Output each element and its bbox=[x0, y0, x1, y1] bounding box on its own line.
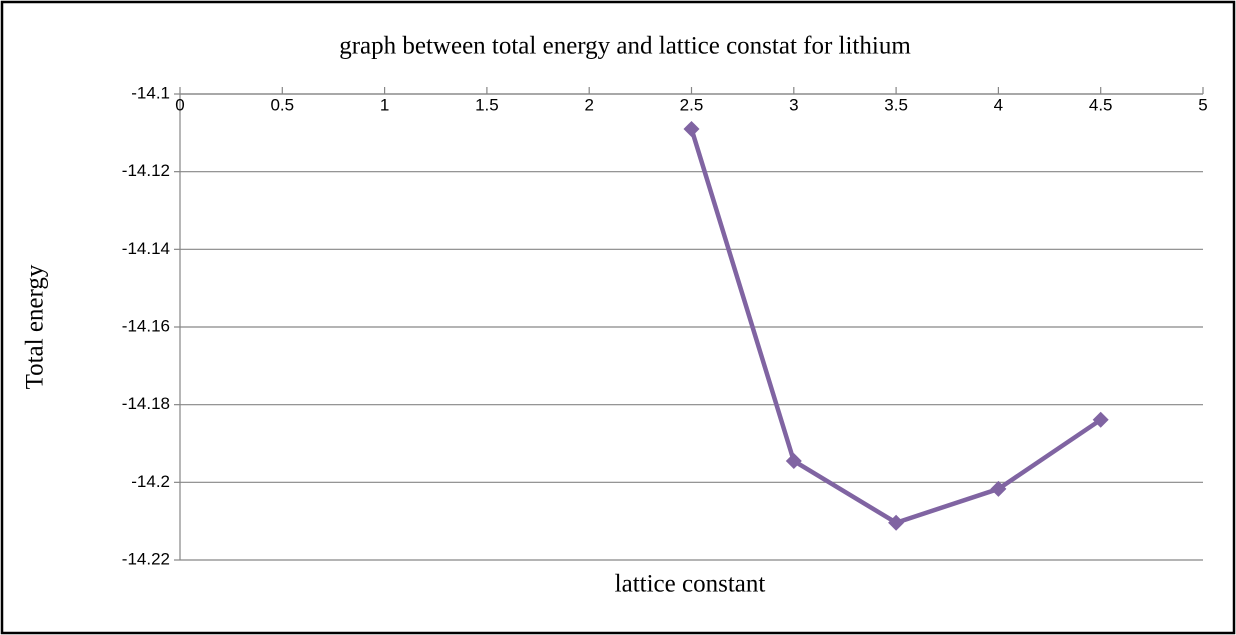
x-tick-label: 1 bbox=[380, 95, 389, 114]
x-tick-label: 1.5 bbox=[475, 95, 499, 114]
data-point bbox=[785, 452, 802, 469]
y-tick-label: -14.18 bbox=[122, 394, 170, 413]
x-tick-label: 0 bbox=[175, 95, 184, 114]
x-tick-label: 3 bbox=[789, 95, 798, 114]
x-tick-label: 2.5 bbox=[680, 95, 704, 114]
x-tick-label: 2 bbox=[584, 95, 593, 114]
chart-title: graph between total energy and lattice c… bbox=[339, 33, 911, 60]
y-axis-label: Total energy bbox=[22, 264, 49, 389]
x-axis-label: lattice constant bbox=[615, 571, 766, 598]
y-tick-label: -14.14 bbox=[122, 239, 170, 258]
data-point bbox=[1092, 411, 1109, 428]
data-point bbox=[990, 480, 1007, 497]
x-tick-label: 3.5 bbox=[884, 95, 908, 114]
y-tick-label: -14.2 bbox=[131, 472, 170, 491]
data-point bbox=[888, 514, 905, 531]
x-tick-label: 0.5 bbox=[270, 95, 294, 114]
y-tick-label: -14.16 bbox=[122, 316, 170, 335]
data-point bbox=[683, 120, 700, 137]
y-tick-label: -14.22 bbox=[122, 549, 170, 568]
x-tick-label: 4 bbox=[994, 95, 1003, 114]
x-tick-label: 5 bbox=[1198, 95, 1207, 114]
y-tick-label: -14.12 bbox=[122, 161, 170, 180]
x-tick-label: 4.5 bbox=[1089, 95, 1113, 114]
y-tick-label: -14.1 bbox=[131, 83, 170, 102]
